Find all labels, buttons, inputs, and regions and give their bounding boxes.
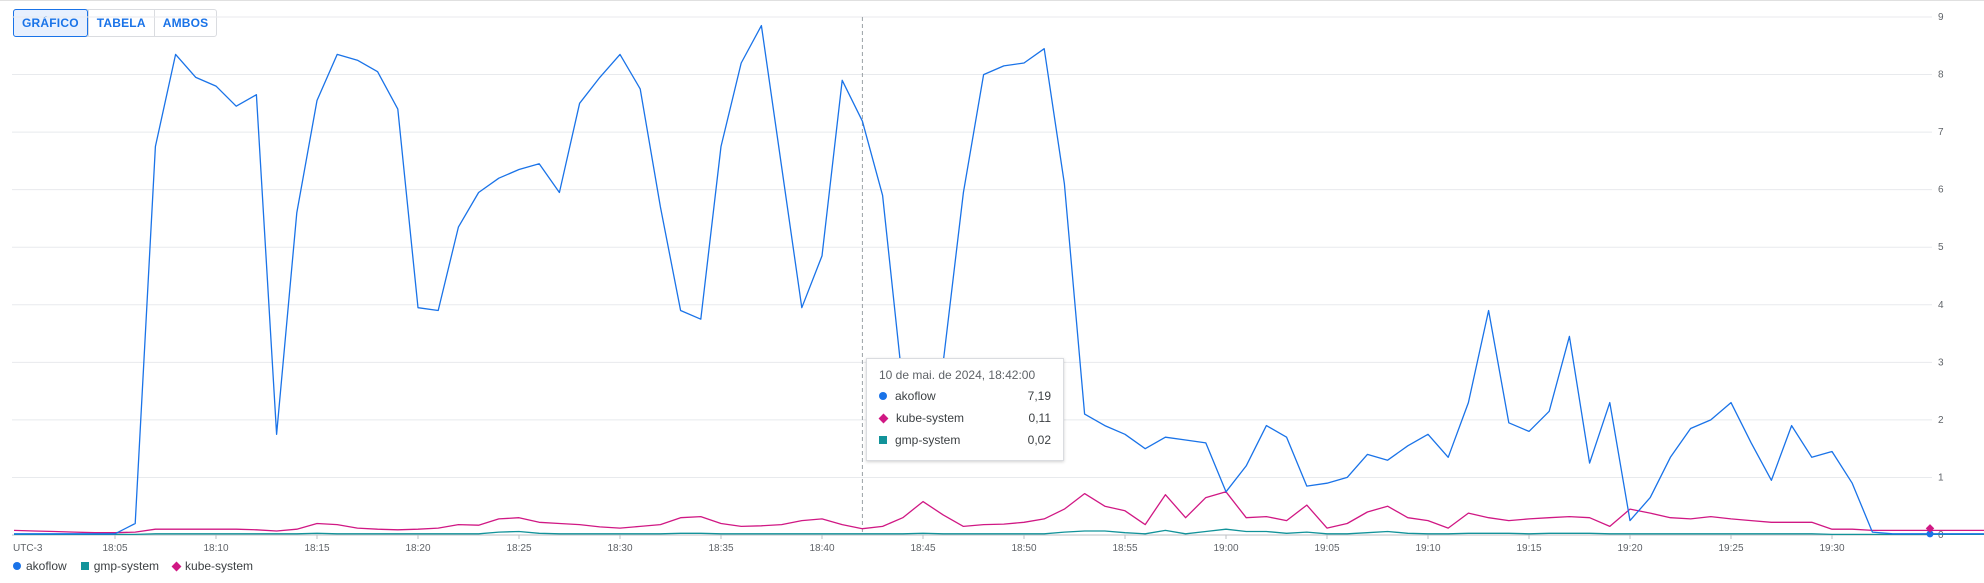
diamond-marker-icon	[878, 413, 889, 423]
tooltip-row-akoflow: akoflow 7,19	[879, 389, 1051, 403]
x-tick-label: 18:10	[203, 543, 228, 554]
hover-tooltip: 10 de mai. de 2024, 18:42:00 akoflow 7,1…	[866, 358, 1064, 461]
series-line-gmp-system[interactable]	[14, 528, 1984, 536]
legend-item-akoflow[interactable]: akoflow	[13, 559, 67, 573]
y-tick-label: 2	[1938, 415, 1944, 426]
timezone-label: UTC-3	[13, 543, 43, 554]
grafico-toggle-button[interactable]: GRÁFICO	[13, 9, 88, 37]
tooltip-row-kube-system: kube-system 0,11	[878, 411, 1051, 425]
x-tick-label: 19:10	[1415, 543, 1440, 554]
circle-marker-icon	[13, 562, 21, 570]
akoflow-end-marker	[1926, 530, 1934, 538]
tooltip-series-value: 7,19	[1027, 389, 1051, 403]
x-tick-label: 19:05	[1314, 543, 1339, 554]
y-tick-label: 9	[1938, 12, 1944, 23]
x-tick-label: 18:15	[304, 543, 329, 554]
legend-label: akoflow	[26, 559, 67, 573]
x-tick-label: 18:35	[708, 543, 733, 554]
legend-label: gmp-system	[93, 559, 160, 573]
view-toggle: GRÁFICO TABELA AMBOS	[13, 9, 218, 37]
ambos-toggle-button[interactable]: AMBOS	[153, 10, 217, 36]
tooltip-series-value: 0,11	[1028, 411, 1051, 425]
x-tick-label: 19:15	[1516, 543, 1541, 554]
y-tick-label: 8	[1938, 70, 1944, 81]
x-tick-label: 19:00	[1213, 543, 1238, 554]
end-markers	[1925, 524, 1935, 538]
series-group	[13, 24, 1984, 536]
y-axis-ticks: 0 1 2 3 4 5 6 7 8 9	[1938, 12, 1944, 541]
tooltip-series-name: akoflow	[895, 389, 936, 403]
legend-item-gmp-system[interactable]: gmp-system	[80, 559, 160, 573]
legend-item-kube-system[interactable]: kube-system	[171, 559, 254, 573]
y-tick-label: 1	[1938, 472, 1944, 483]
x-tick-label: 19:30	[1819, 543, 1844, 554]
x-tick-label: 19:20	[1617, 543, 1642, 554]
tooltip-series-name: kube-system	[896, 411, 965, 425]
x-axis-ticks: UTC-3 18:05 18:10 18:15 18:20 18:25 18:30 18:3…	[13, 535, 1845, 554]
tooltip-series-name: gmp-system	[895, 433, 961, 447]
x-tick-label: 19:25	[1718, 543, 1743, 554]
x-tick-label: 18:05	[102, 543, 127, 554]
y-tick-label: 3	[1938, 357, 1944, 368]
top-border	[0, 0, 1984, 1]
y-tick-label: 7	[1938, 127, 1944, 138]
x-tick-label: 18:25	[506, 543, 531, 554]
y-tick-label: 0	[1938, 530, 1944, 541]
kube-system-end-marker	[1925, 524, 1935, 533]
chart-legend: akoflow gmp-system kube-system	[13, 559, 253, 573]
square-marker-icon	[80, 562, 89, 570]
y-tick-label: 6	[1938, 185, 1944, 196]
tooltip-row-gmp-system: gmp-system 0,02	[879, 433, 1051, 447]
series-line-kube-system[interactable]	[13, 491, 1984, 534]
y-tick-label: 4	[1938, 300, 1944, 311]
tabela-toggle-button[interactable]: TABELA	[87, 10, 154, 36]
series-line-akoflow[interactable]	[14, 24, 1984, 535]
tooltip-timestamp: 10 de mai. de 2024, 18:42:00	[879, 368, 1036, 382]
square-marker-icon	[879, 436, 887, 444]
x-tick-label: 18:50	[1011, 543, 1036, 554]
x-tick-label: 18:45	[910, 543, 935, 554]
x-tick-label: 18:20	[405, 543, 430, 554]
diamond-marker-icon	[171, 561, 182, 571]
x-tick-label: 18:30	[607, 543, 632, 554]
legend-label: kube-system	[185, 559, 254, 573]
x-tick-label: 18:55	[1112, 543, 1137, 554]
circle-marker-icon	[879, 392, 887, 400]
x-tick-label: 18:40	[809, 543, 834, 554]
tooltip-series-value: 0,02	[1027, 433, 1051, 447]
y-tick-label: 5	[1938, 242, 1944, 253]
